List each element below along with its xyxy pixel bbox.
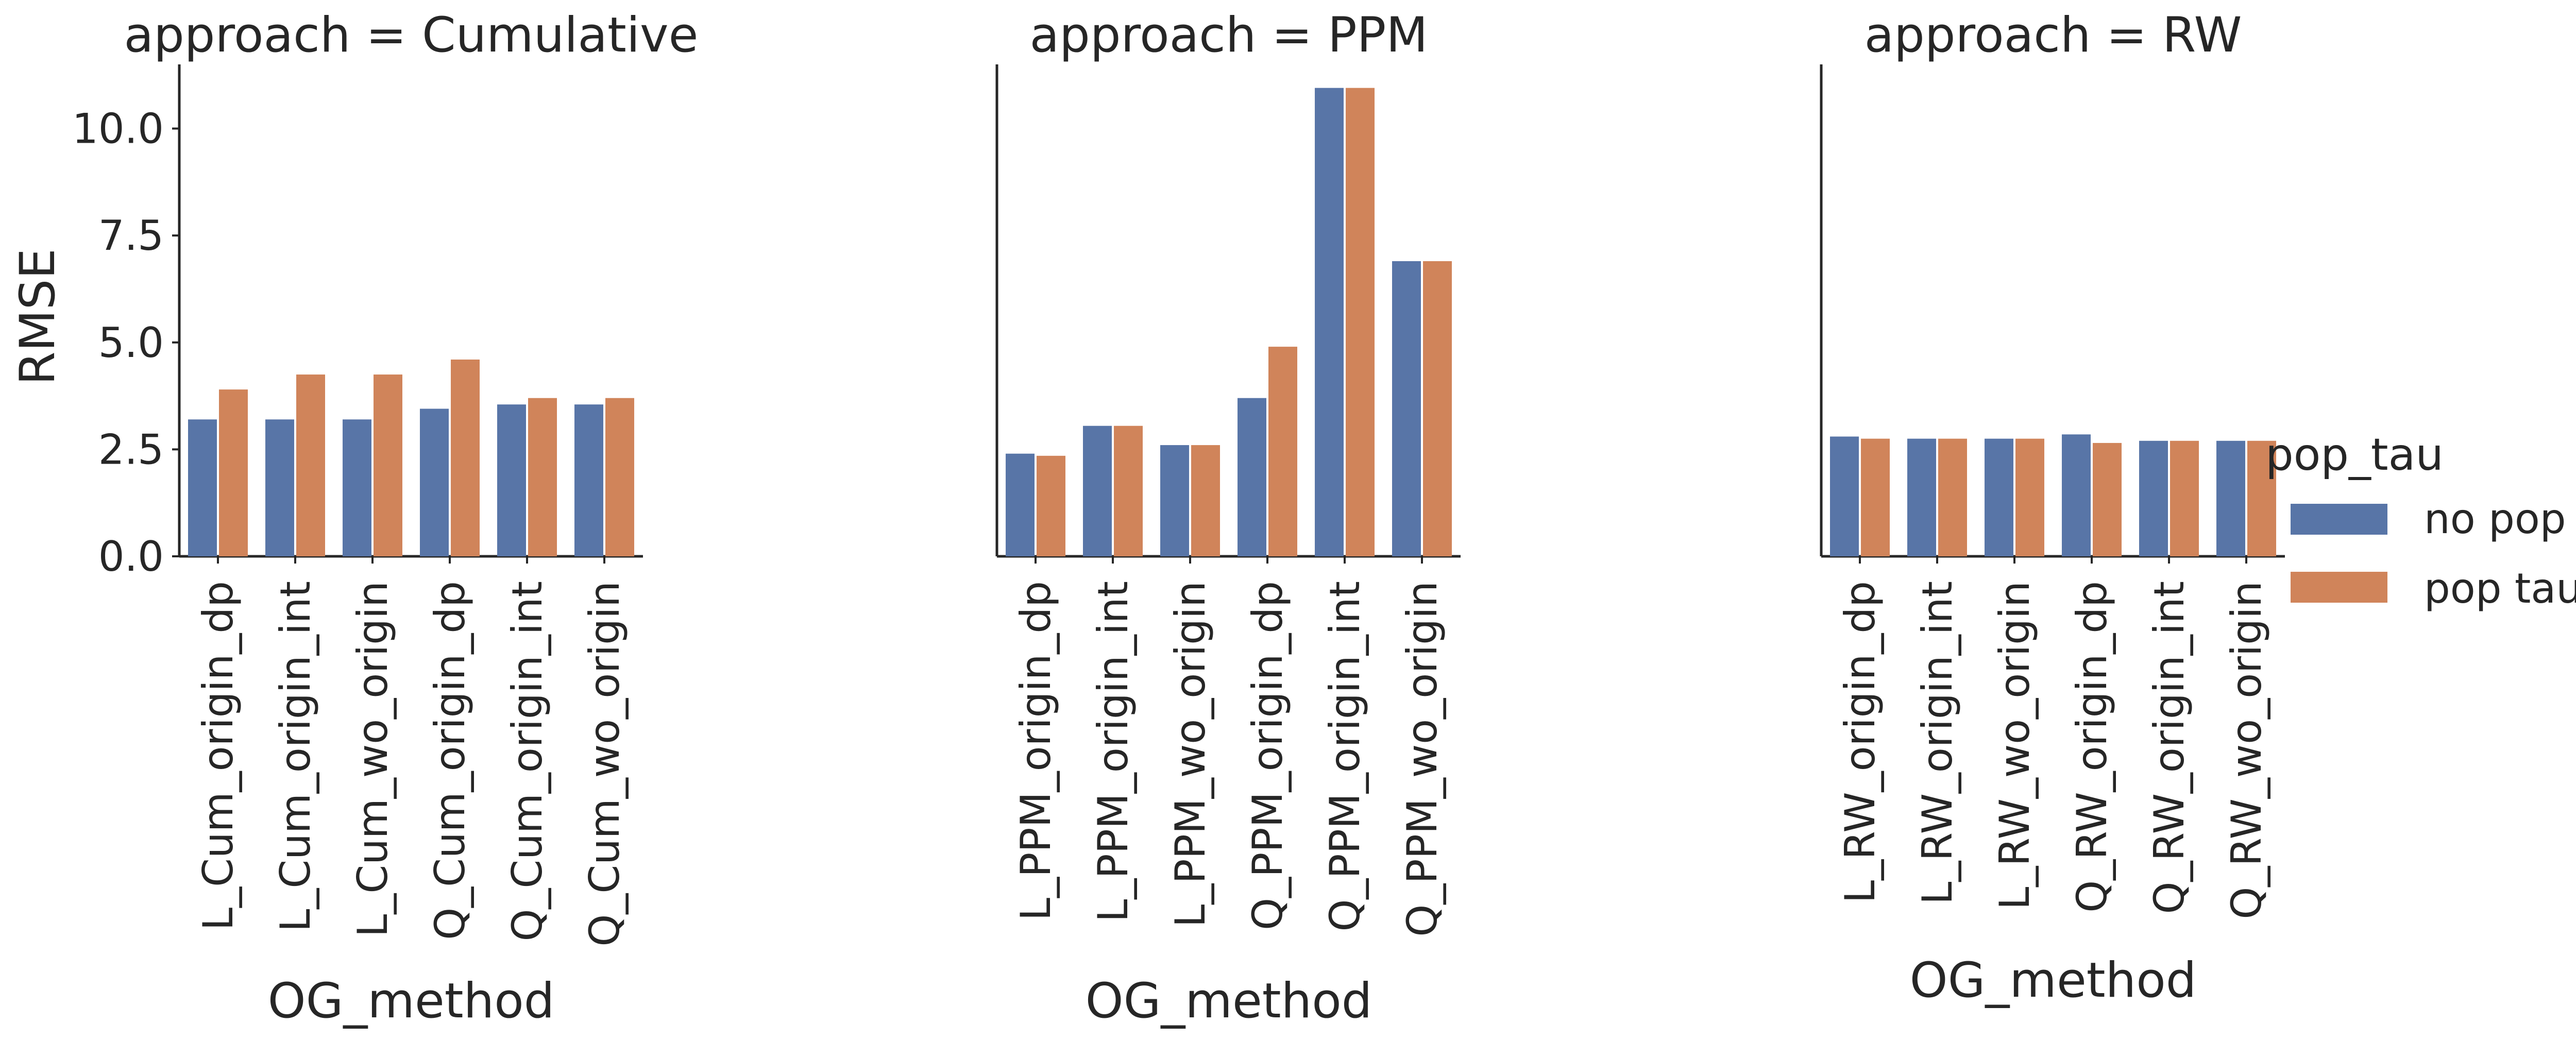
- bar: [296, 374, 325, 556]
- x-tick-label: Q_Cum_origin_int: [503, 581, 551, 942]
- legend-swatch-no-pop-tau: [2291, 504, 2387, 535]
- x-tick-label: Q_Cum_origin_dp: [426, 581, 474, 940]
- legend-title: pop_tau: [2265, 429, 2444, 481]
- bar: [374, 374, 402, 556]
- bar: [2139, 440, 2168, 556]
- facet-title: approach = PPM: [1030, 7, 1428, 63]
- x-tick-label: L_PPM_origin_int: [1089, 581, 1137, 922]
- facets: approach = Cumulative 0.0 2.5 5.0 7.5 10.0 L_C…: [72, 7, 2285, 1029]
- x-tick-label: L_PPM_wo_origin: [1166, 581, 1214, 927]
- bar: [1037, 455, 1065, 556]
- x-tick-label: Q_Cum_wo_origin: [581, 581, 629, 947]
- bar: [219, 389, 248, 556]
- facet-title: approach = Cumulative: [124, 7, 699, 63]
- y-axis-title: RMSE: [10, 248, 66, 385]
- x-tick-label: L_Cum_origin_dp: [194, 581, 242, 930]
- facet-panel: approach = PPM L_PPM_origin_dp L_PPM_origi…: [995, 7, 1461, 1029]
- bar: [1830, 436, 1859, 556]
- bar: [451, 360, 480, 556]
- bar: [1985, 438, 2013, 556]
- bar: [574, 404, 603, 556]
- legend-label-no-pop-tau: no pop tau: [2424, 495, 2576, 543]
- bar: [1861, 438, 1890, 556]
- x-tick-label: Q_RW_origin_int: [2145, 581, 2193, 914]
- bar: [1191, 445, 1220, 556]
- y-tick-label: 10.0: [72, 105, 164, 153]
- x-tick-label: Q_RW_origin_dp: [2068, 581, 2116, 913]
- bar: [265, 419, 294, 556]
- x-tick-label: L_RW_origin_int: [1913, 581, 1961, 905]
- bar: [1268, 347, 1297, 556]
- bar: [343, 419, 371, 556]
- y-tick-label: 5.0: [98, 319, 164, 367]
- bar: [1315, 88, 1344, 556]
- x-tick-label: L_RW_origin_dp: [1836, 581, 1884, 903]
- bar: [1114, 425, 1143, 556]
- bar: [528, 398, 557, 556]
- y-tick-label: 7.5: [98, 212, 164, 260]
- facet-title: approach = RW: [1865, 7, 2242, 63]
- legend-swatch-pop-tau: [2291, 572, 2387, 603]
- x-tick-label: L_PPM_origin_dp: [1012, 581, 1060, 920]
- facet-panel: approach = RW L_RW_origin_dp L_RW_origin_i…: [1820, 7, 2285, 1009]
- bar: [2062, 434, 2091, 556]
- bar: [1160, 445, 1189, 556]
- x-axis-title: OG_method: [1086, 973, 1372, 1029]
- x-axis-title: OG_method: [1910, 952, 2197, 1009]
- bar: [1083, 425, 1112, 556]
- bar: [497, 404, 526, 556]
- x-tick-label: Q_PPM_wo_origin: [1398, 581, 1446, 937]
- legend: pop_tau no pop tau pop tau: [2265, 429, 2576, 612]
- facet-panel: approach = Cumulative 0.0 2.5 5.0 7.5 10.0 L_C…: [72, 7, 699, 1029]
- y-tick-label: 2.5: [98, 425, 164, 473]
- bar: [1938, 438, 1967, 556]
- bar: [2093, 442, 2122, 556]
- y-tick-label: 0.0: [98, 533, 164, 581]
- x-tick-label: L_Cum_origin_int: [272, 581, 319, 932]
- bar: [1006, 453, 1035, 556]
- bar: [188, 419, 217, 556]
- bar: [1346, 88, 1375, 556]
- bar: [2170, 440, 2199, 556]
- bar: [2247, 440, 2276, 556]
- bar: [2216, 440, 2245, 556]
- x-tick-label: L_Cum_wo_origin: [349, 581, 397, 937]
- x-tick-label: L_RW_wo_origin: [1991, 581, 2039, 910]
- bar: [1392, 261, 1421, 556]
- legend-label-pop-tau: pop tau: [2424, 565, 2576, 612]
- x-tick-label: Q_PPM_origin_dp: [1244, 581, 1292, 930]
- bar: [1907, 438, 1936, 556]
- x-tick-label: Q_PPM_origin_int: [1321, 581, 1369, 932]
- bar: [1238, 398, 1266, 556]
- x-tick-label: Q_RW_wo_origin: [2223, 581, 2270, 919]
- bar: [1423, 261, 1452, 556]
- bar: [605, 398, 634, 556]
- bar: [420, 408, 449, 556]
- bar: [2015, 438, 2044, 556]
- x-axis-title: OG_method: [268, 973, 555, 1029]
